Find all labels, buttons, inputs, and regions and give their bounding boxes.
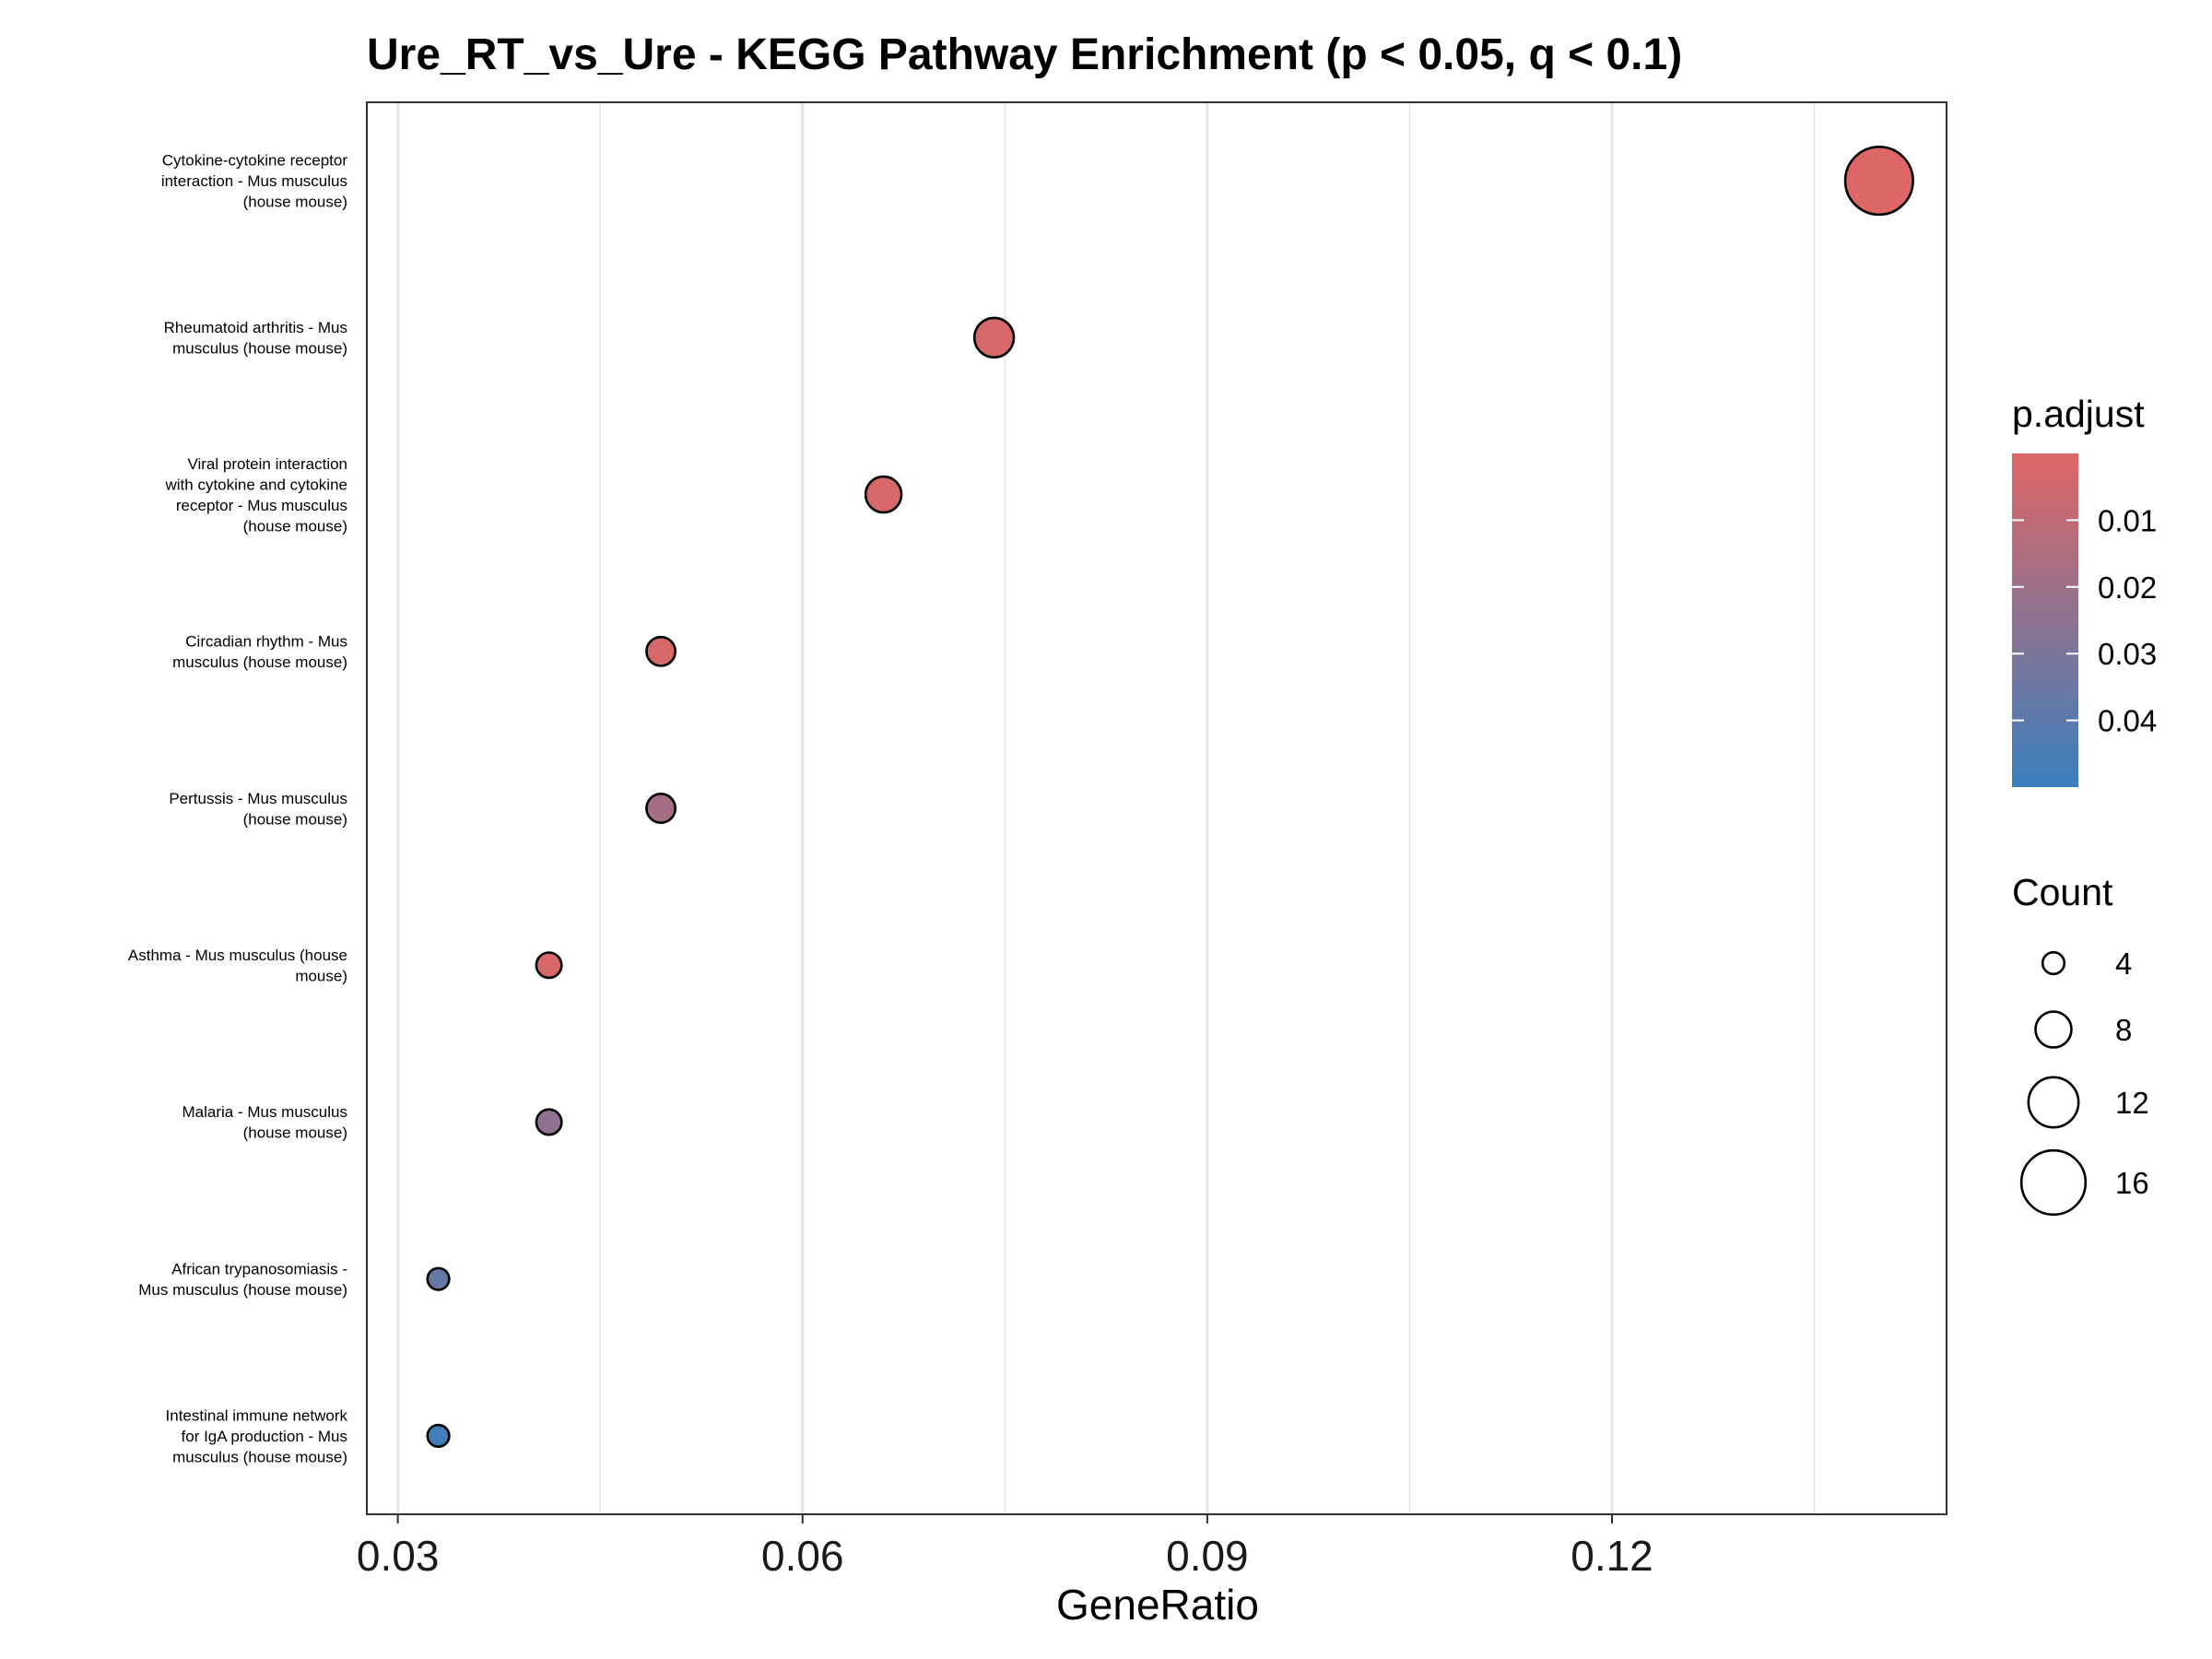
plot-panel [366,101,1947,1515]
x-tick-label: 0.06 [761,1532,844,1580]
category-label: Circadian rhythm - Mus musculus (house mo… [172,633,347,672]
data-point [1843,146,1914,217]
category-label: Pertussis - Mus musculus (house mouse) [169,790,347,829]
color-legend-label: 0.02 [2098,571,2157,605]
size-legend-key [2019,1148,2088,1217]
data-point [535,1108,563,1136]
size-legend-label: 12 [2115,1086,2149,1120]
size-legend-label: 4 [2115,947,2132,981]
category-labels: Cytokine-cytokine receptor interaction - … [128,152,348,1466]
data-point [645,635,677,667]
size-legend-key [2034,1010,2073,1049]
x-tick-label: 0.09 [1166,1532,1249,1580]
x-tick-label: 0.12 [1571,1532,1653,1580]
data-point [426,1423,451,1448]
color-legend-label: 0.03 [2098,637,2157,671]
chart-title: Ure_RT_vs_Ure - KEGG Pathway Enrichment … [367,30,1682,79]
data-point [972,316,1016,359]
data-point [645,793,677,824]
color-legend-title: p.adjust [2012,393,2145,435]
category-label: Rheumatoid arthritis - Mus musculus (hous… [164,319,347,358]
size-legend-label: 16 [2115,1166,2149,1200]
size-legend-key [2041,950,2066,976]
data-point [864,475,903,514]
size-legend-label: 8 [2115,1013,2132,1047]
category-label: Cytokine-cytokine receptor interaction - … [161,152,348,211]
size-legend-key [2027,1076,2080,1129]
color-bar [2012,453,2078,787]
size-legend-title: Count [2012,871,2113,913]
category-label: African trypanosomiasis -Mus musculus (h… [138,1260,347,1299]
color-legend-label: 0.04 [2098,704,2157,738]
panel-background [367,102,1947,1514]
panel-border [366,101,1947,1515]
x-axis-title: GeneRatio [1056,1581,1259,1629]
category-label: Viral protein interaction with cytokine a… [165,455,348,535]
color-legend-label: 0.01 [2098,503,2157,537]
x-axis: 0.03 0.06 0.09 0.12 [357,1514,1653,1580]
data-point [426,1266,451,1291]
data-point [535,951,563,980]
category-label: Asthma - Mus musculus (house mouse) [128,947,347,985]
x-tick-label: 0.03 [357,1532,440,1580]
category-label: Intestinal immune network for IgA product… [166,1406,348,1465]
category-label: Malaria - Mus musculus (house mouse) [182,1103,348,1142]
